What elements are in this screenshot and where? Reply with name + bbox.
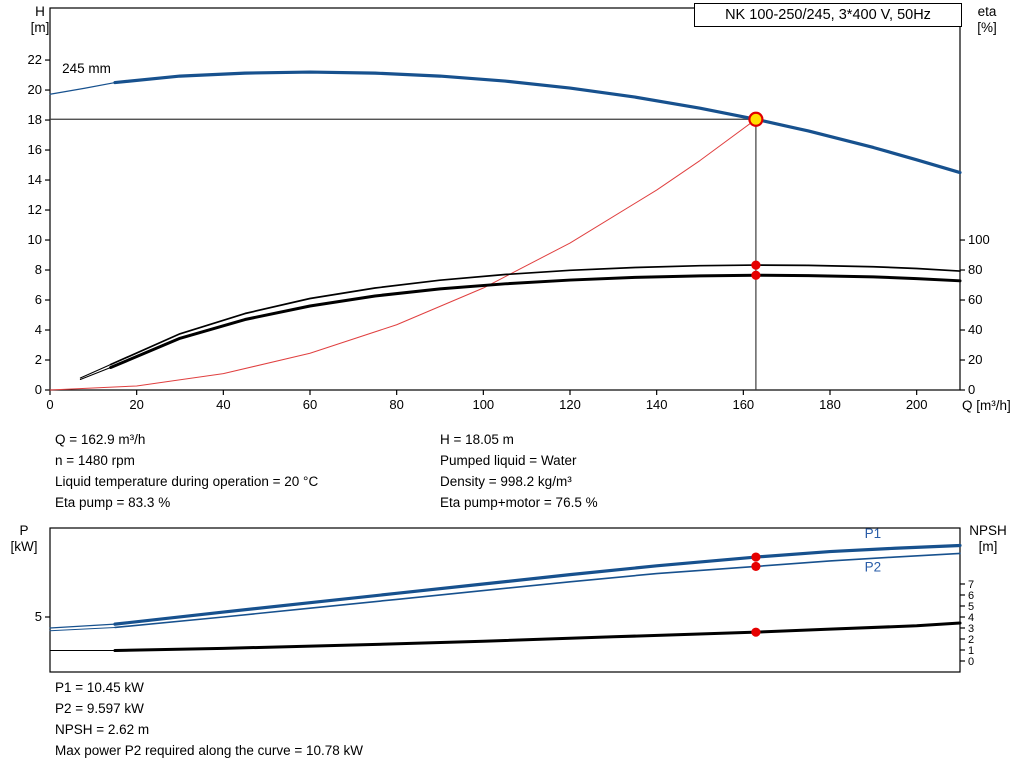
svg-text:P1: P1 [865,526,882,541]
info-head: H = 18.05 m [440,432,514,447]
svg-text:100: 100 [472,397,494,412]
info-liquid-temperature: Liquid temperature during operation = 20… [55,474,319,489]
svg-text:0: 0 [35,382,42,397]
svg-text:10: 10 [28,232,42,247]
info-npsh: NPSH = 2.62 m [55,722,150,737]
svg-text:12: 12 [28,202,42,217]
power-info-column: P1 = 10.45 kW P2 = 9.597 kW NPSH = 2.62 … [55,677,363,761]
svg-text:8: 8 [35,262,42,277]
svg-text:18: 18 [28,112,42,127]
svg-text:40: 40 [968,322,982,337]
qh-eta-chart: 0 20 40 60 80 100 120 140 160 180 2000246810121416… [28,7,990,412]
svg-text:7: 7 [968,579,974,591]
h-axis-title: H [m] [20,4,60,36]
svg-text:P2: P2 [865,559,882,574]
eta-axis-title: eta [%] [966,4,1008,36]
info-max-power: Max power P2 required along the curve = … [55,743,364,758]
svg-text:4: 4 [968,612,974,624]
svg-text:0: 0 [968,382,975,397]
svg-text:20: 20 [129,397,143,412]
p-axis-title: P [kW] [2,523,46,555]
h-axis-title-symbol: H [35,4,45,19]
svg-text:6: 6 [968,590,974,602]
svg-text:200: 200 [906,397,928,412]
h-axis-title-unit: [m] [30,20,50,35]
svg-text:1: 1 [968,645,974,657]
svg-text:80: 80 [389,397,403,412]
svg-text:2: 2 [968,634,974,646]
info-eta-pump: Eta pump = 83.3 % [55,495,171,510]
npsh-axis-title: NPSH [m] [960,523,1016,555]
pump-title-box: NK 100-250/245, 3*400 V, 50Hz [694,3,962,27]
svg-text:140: 140 [646,397,668,412]
svg-text:16: 16 [28,142,42,157]
info-p2: P2 = 9.597 kW [55,701,144,716]
svg-text:80: 80 [968,262,982,277]
info-density: Density = 998.2 kg/m³ [440,474,572,489]
svg-text:5: 5 [35,609,42,624]
svg-text:60: 60 [303,397,317,412]
svg-text:180: 180 [819,397,841,412]
svg-text:100: 100 [968,232,990,247]
svg-text:6: 6 [35,292,42,307]
info-eta-pump-motor: Eta pump+motor = 76.5 % [440,495,598,510]
svg-text:40: 40 [216,397,230,412]
eta-axis-title-unit: [%] [977,20,997,35]
info-pumped-liquid: Pumped liquid = Water [440,453,577,468]
svg-text:20: 20 [968,352,982,367]
p-axis-title-symbol: P [19,523,29,538]
eta-axis-title-symbol: eta [977,4,997,19]
svg-text:20: 20 [28,82,42,97]
svg-text:5: 5 [968,601,974,613]
svg-text:2: 2 [35,352,42,367]
svg-text:60: 60 [968,292,982,307]
svg-text:160: 160 [732,397,754,412]
info-speed: n = 1480 rpm [55,453,135,468]
svg-text:120: 120 [559,397,581,412]
qh-plot-area: 0 20 40 60 80 100 120 140 160 180 2000246810121416… [28,7,990,412]
npsh-axis-title-unit: [m] [978,539,998,554]
duty-info-left-column: Q = 162.9 m³/h n = 1480 rpm Liquid tempe… [55,429,318,513]
npsh-axis-title-symbol: NPSH [969,523,1007,538]
q-axis-title: Q [m³/h] [962,398,1011,413]
info-flow: Q = 162.9 m³/h [55,432,146,447]
svg-text:4: 4 [35,322,42,337]
p-axis-title-unit: [kW] [10,539,38,554]
svg-text:14: 14 [28,172,42,187]
svg-text:22: 22 [28,52,42,67]
svg-text:3: 3 [968,623,974,635]
svg-text:0: 0 [46,397,53,412]
svg-text:245 mm: 245 mm [62,61,111,76]
duty-info-right-column: H = 18.05 m Pumped liquid = Water Densit… [440,429,598,513]
info-p1: P1 = 10.45 kW [55,680,144,695]
svg-text:0: 0 [968,656,974,668]
